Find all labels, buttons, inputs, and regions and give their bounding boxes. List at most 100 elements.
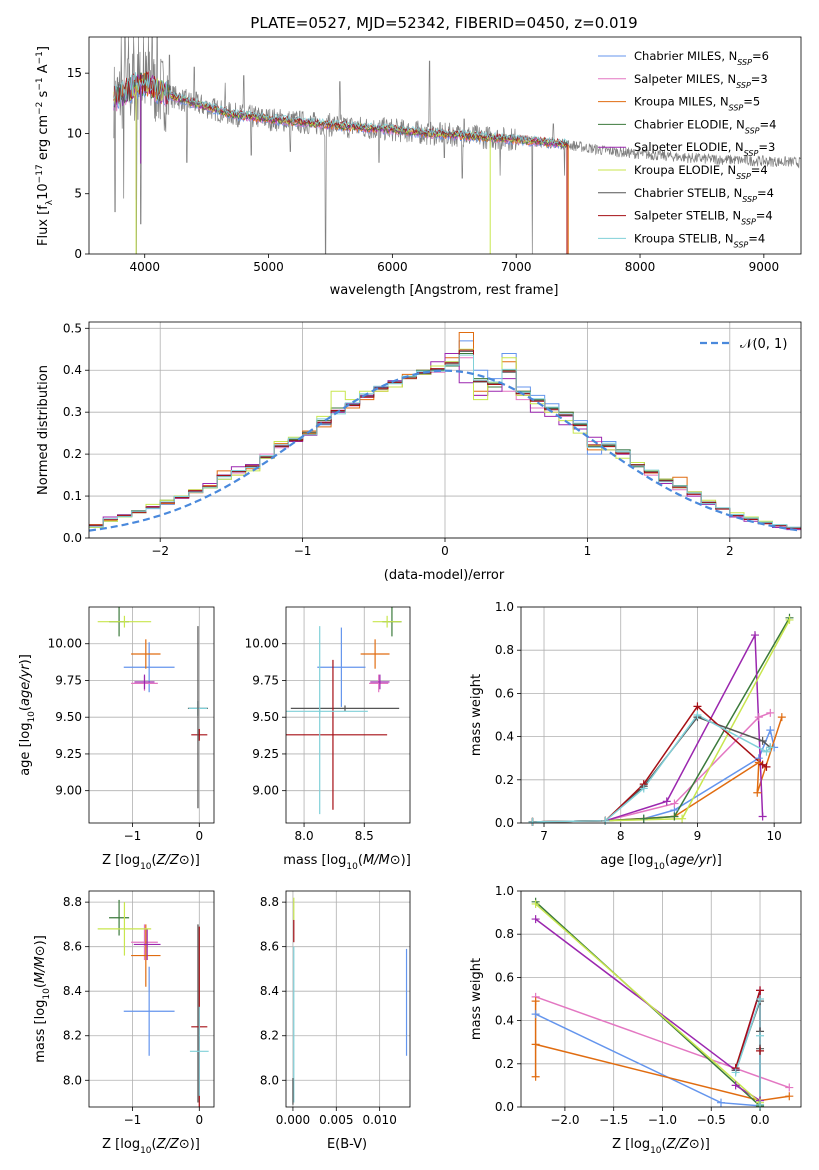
- y-axis-label: age [log10(age/yr)]: [18, 654, 37, 776]
- x-tick-label: 0.010: [362, 1113, 396, 1127]
- y-label-part: −17: [35, 164, 45, 183]
- legend-label: Kroupa STELIB, NSSP=4: [634, 231, 765, 249]
- y-tick-label: 0.5: [63, 321, 82, 335]
- legend-label: Kroupa ELODIE, NSSP=4: [634, 163, 768, 181]
- y-tick-label: 9.00: [55, 784, 82, 798]
- x-tick-label: −1: [124, 829, 142, 843]
- legend-sub: SSP: [742, 194, 757, 203]
- legend-sub: SSP: [744, 149, 759, 158]
- x-tick-label: −0.5: [697, 1113, 726, 1127]
- legend-n: =3: [758, 140, 775, 154]
- weight-marker-salpeter_stelib: [693, 702, 702, 711]
- y-tick-label: 0.6: [495, 970, 514, 984]
- y-axis-label: mass weight: [469, 958, 484, 1040]
- y-tick-label: 9.25: [252, 747, 279, 761]
- label-part: )]: [712, 853, 722, 868]
- histogram-kroupa_stelib: [89, 354, 801, 528]
- y-tick-label: 0.4: [63, 363, 82, 377]
- x-tick-label: 0: [441, 544, 449, 558]
- weight-line-salpeter_miles: [535, 996, 790, 1089]
- y-tick-label: 8.8: [63, 895, 82, 909]
- weight-line-kroupa_stelib: [532, 714, 771, 823]
- plot-area-weight_vs_age: [532, 617, 791, 823]
- weight-marker-salpeter_miles: [766, 708, 775, 717]
- weight-marker-kroupa_miles: [531, 997, 540, 1006]
- axes-residuals: −2 −1 0 1 2 0.0 0.1 0.2 0.3 0.4 0.5 𝒩(0, 1) (data-mo…: [36, 321, 802, 583]
- legend-n: =4: [748, 231, 765, 245]
- axes-mass_vs_EBV: 0.000 0.005 0.010 8.0 8.2 8.4 8.6 8.8 E(B-V): [260, 890, 411, 1152]
- legend-label: Chabrier MILES, NSSP=6: [634, 49, 769, 67]
- legend-n: =4: [757, 186, 774, 200]
- legend-model: Kroupa ELODIE, N: [634, 163, 736, 177]
- legend-sub: SSP: [737, 58, 752, 67]
- y-label-part: 10: [36, 183, 51, 200]
- y-tick-label: 0.6: [495, 686, 514, 700]
- weight-marker-salpeter_elodie: [758, 812, 767, 821]
- weight-marker-chabrier_stelib: [758, 736, 767, 745]
- legend-label: Salpeter STELIB, NSSP=4: [634, 209, 773, 227]
- label-part: (: [358, 853, 363, 868]
- y-label-part: −1: [35, 77, 45, 90]
- label-part: 10: [346, 862, 358, 872]
- weight-marker-kroupa_stelib: [766, 743, 775, 752]
- y-tick-label: 0.4: [495, 1014, 514, 1028]
- weight-line-kroupa_elodie: [535, 903, 761, 1104]
- label-part: (: [662, 1137, 667, 1152]
- legend-model: Chabrier ELODIE, N: [634, 117, 745, 131]
- axes-frame: [88, 890, 215, 1108]
- y-label-part: −2: [35, 102, 45, 115]
- y-tick-label: 0.2: [495, 773, 514, 787]
- label-part: M/M: [363, 853, 390, 868]
- weight-marker-kroupa_miles: [777, 713, 786, 722]
- x-axis-label: Z [log10(Z/Z⊙)]: [102, 853, 200, 872]
- x-axis-label: wavelength [Angstrom, rest frame]: [330, 283, 559, 298]
- x-tick-label: 9000: [749, 260, 780, 274]
- y-label-part: A: [36, 64, 51, 77]
- y-tick-label: 8.0: [260, 1073, 279, 1087]
- y-tick-label: 9.25: [55, 747, 82, 761]
- label-part: ⊙)]: [33, 935, 48, 956]
- weight-marker-kroupa_elodie: [785, 615, 794, 624]
- plot-area-spectrum: [113, 37, 801, 254]
- x-axis-label: Z [log10(Z/Z⊙)]: [612, 1137, 710, 1156]
- legend-sub: SSP: [741, 217, 756, 226]
- label-part: M/M: [33, 956, 48, 983]
- weight-marker-chabrier_miles: [766, 726, 775, 735]
- legend-n: =6: [752, 49, 769, 63]
- axes-weight_vs_Z: −2.0 −1.5 −1.0 −0.5 0.0 0.0 0.2 0.4 0.6 0.8 1.0 Z […: [469, 884, 802, 1156]
- y-tick-label: 0: [74, 247, 82, 261]
- legend-model: Kroupa STELIB, N: [634, 231, 734, 245]
- y-tick-label: 1.0: [495, 884, 514, 898]
- x-tick-label: −2.0: [550, 1113, 579, 1127]
- label-part: (: [18, 706, 33, 711]
- y-axis-label: Flux [fλ10−17 erg cm−2 s−1 A−1]: [35, 46, 55, 246]
- weight-marker-kroupa_stelib: [756, 995, 765, 1003]
- x-tick-label: 2: [726, 544, 734, 558]
- x-tick-label: 0.005: [319, 1113, 353, 1127]
- legend-model: Salpeter STELIB, N: [634, 209, 741, 223]
- y-axis-label: mass weight: [469, 674, 484, 756]
- y-tick-label: 9.00: [252, 784, 279, 798]
- axes-age_vs_mass: 8.0 8.5 9.00 9.25 9.50 9.75 10.00 mass [log10(M…: [245, 606, 411, 872]
- weight-marker-kroupa_stelib: [693, 711, 702, 719]
- y-label-part: λ: [45, 199, 55, 205]
- plot-area-age_vs_mass: [286, 607, 402, 815]
- legend-n: =4: [760, 117, 777, 131]
- weight-marker-kroupa_stelib: [731, 1068, 740, 1077]
- weight-marker-salpeter_elodie: [731, 1081, 740, 1090]
- legend-label: Chabrier ELODIE, NSSP=4: [634, 117, 776, 135]
- axes-frame: [88, 36, 802, 255]
- y-tick-label: 8.6: [63, 940, 82, 954]
- x-tick-label: 4000: [129, 260, 160, 274]
- y-tick-label: 9.50: [252, 710, 279, 724]
- y-tick-label: 8.4: [260, 984, 279, 998]
- x-tick-label: −1.5: [599, 1113, 628, 1127]
- axes-frame: [520, 890, 802, 1108]
- label-part: ⊙)]: [689, 1137, 710, 1152]
- y-tick-label: 8.6: [260, 940, 279, 954]
- legend-model: Salpeter MILES, N: [634, 72, 736, 86]
- label-part: 10: [27, 711, 37, 723]
- x-tick-label: 8000: [625, 260, 656, 274]
- label-part: (: [665, 853, 670, 868]
